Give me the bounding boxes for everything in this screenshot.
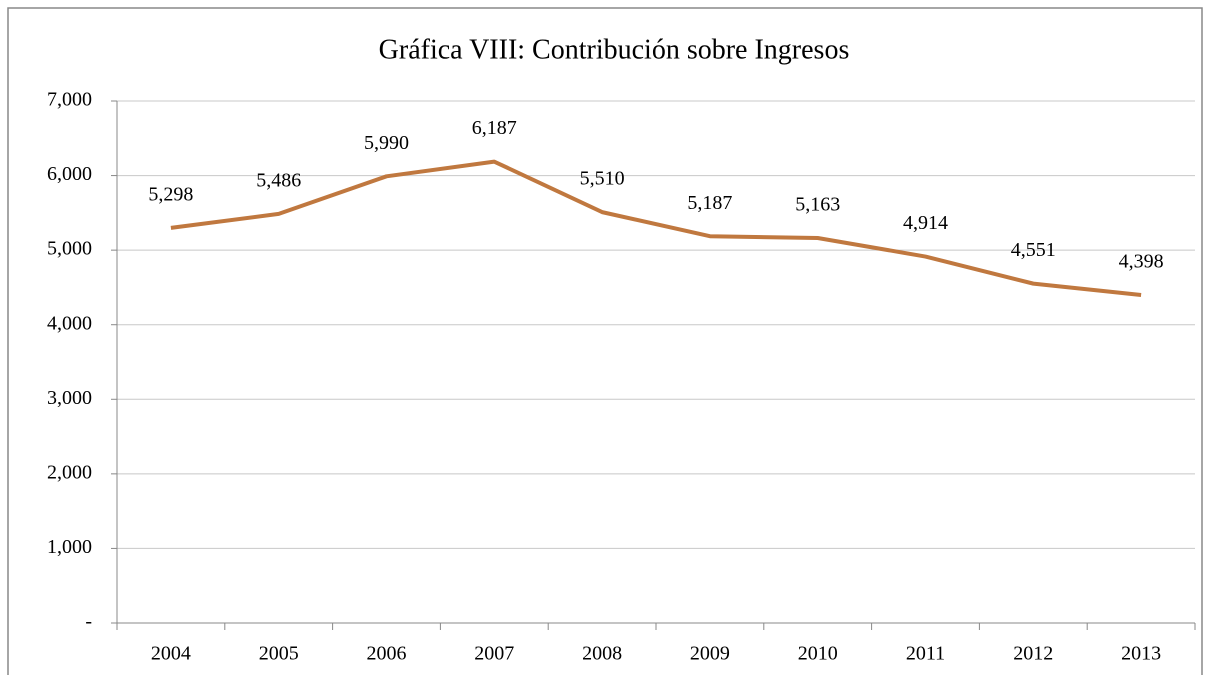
- x-tick-label: 2007: [474, 643, 514, 665]
- data-label: 4,914: [903, 212, 948, 234]
- data-label: 4,551: [1011, 239, 1056, 261]
- data-label: 5,486: [256, 169, 301, 191]
- x-tick-label: 2004: [151, 643, 191, 665]
- y-tick-label: 5,000: [47, 238, 92, 260]
- data-label: 4,398: [1119, 251, 1164, 273]
- data-label: 5,990: [364, 132, 409, 154]
- line: [170, 159, 1142, 298]
- x-tick-label: 2013: [1121, 643, 1161, 665]
- x-tick-label: 2006: [367, 643, 407, 665]
- x-tick-label: 2012: [1013, 643, 1053, 665]
- data-label: 5,187: [687, 192, 732, 214]
- y-tick-label: 3,000: [47, 387, 92, 409]
- x-tick-label: 2009: [690, 643, 730, 665]
- chart-border: [7, 7, 1203, 675]
- data-label: 5,510: [580, 168, 625, 190]
- x-tick-label: 2005: [259, 643, 299, 665]
- x-tick-label: 2011: [906, 643, 945, 665]
- chart-title: Gráfica VIII: Contribución sobre Ingreso…: [379, 34, 850, 65]
- data-label: 5,298: [148, 184, 193, 206]
- y-tick-label: 6,000: [47, 163, 92, 185]
- data-label: 6,187: [472, 117, 517, 139]
- y-tick-label: 7,000: [47, 89, 92, 111]
- data-label: 5,163: [795, 194, 840, 216]
- y-tick-label: 4,000: [47, 312, 92, 334]
- x-tick-label: 2010: [798, 643, 838, 665]
- y-tick-label: 2,000: [47, 461, 92, 483]
- y-tick-label: 1,000: [47, 536, 92, 558]
- y-tick-label: -: [85, 611, 92, 633]
- x-tick-label: 2008: [582, 643, 622, 665]
